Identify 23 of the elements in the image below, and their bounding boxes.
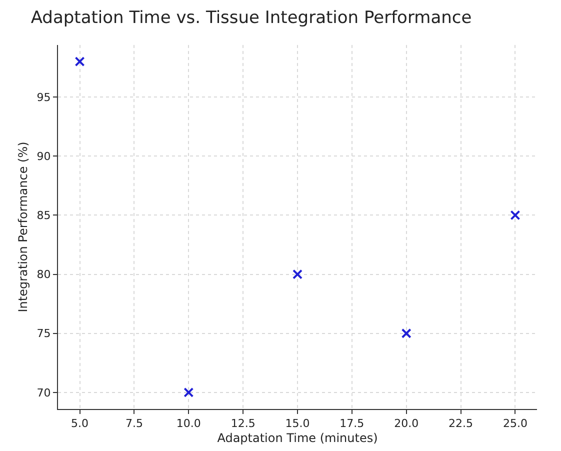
y-axis-title: Integration Performance (%) [16, 142, 30, 312]
y-tick-label: 80 [36, 268, 51, 282]
x-tick-label: 12.5 [230, 417, 256, 430]
point [401, 328, 412, 338]
y-tick-label: 75 [36, 327, 51, 340]
x-tick-label: 20.0 [394, 417, 419, 430]
x-tick-label: 22.5 [448, 417, 474, 430]
y-tick-label: 90 [36, 150, 51, 163]
y-tick-label: 85 [36, 209, 51, 222]
x-tick-label: 7.5 [125, 417, 143, 430]
point [74, 56, 85, 67]
y-tick-label: 70 [36, 386, 51, 400]
x-tick-label: 17.5 [340, 417, 364, 430]
x-tick-label: 10.0 [176, 417, 201, 430]
x-tick-label: 5.0 [71, 417, 89, 430]
point [510, 210, 520, 220]
x-tick-label: 25.0 [502, 417, 528, 430]
y-tick-label: 95 [36, 90, 51, 104]
x-axis-title: Adaptation Time (minutes) [217, 431, 378, 446]
point [292, 269, 302, 280]
point [184, 387, 194, 398]
x-tick-label: 15.0 [285, 417, 310, 430]
chart-title: Adaptation Time vs. Tissue Integration Performance [30, 8, 472, 28]
